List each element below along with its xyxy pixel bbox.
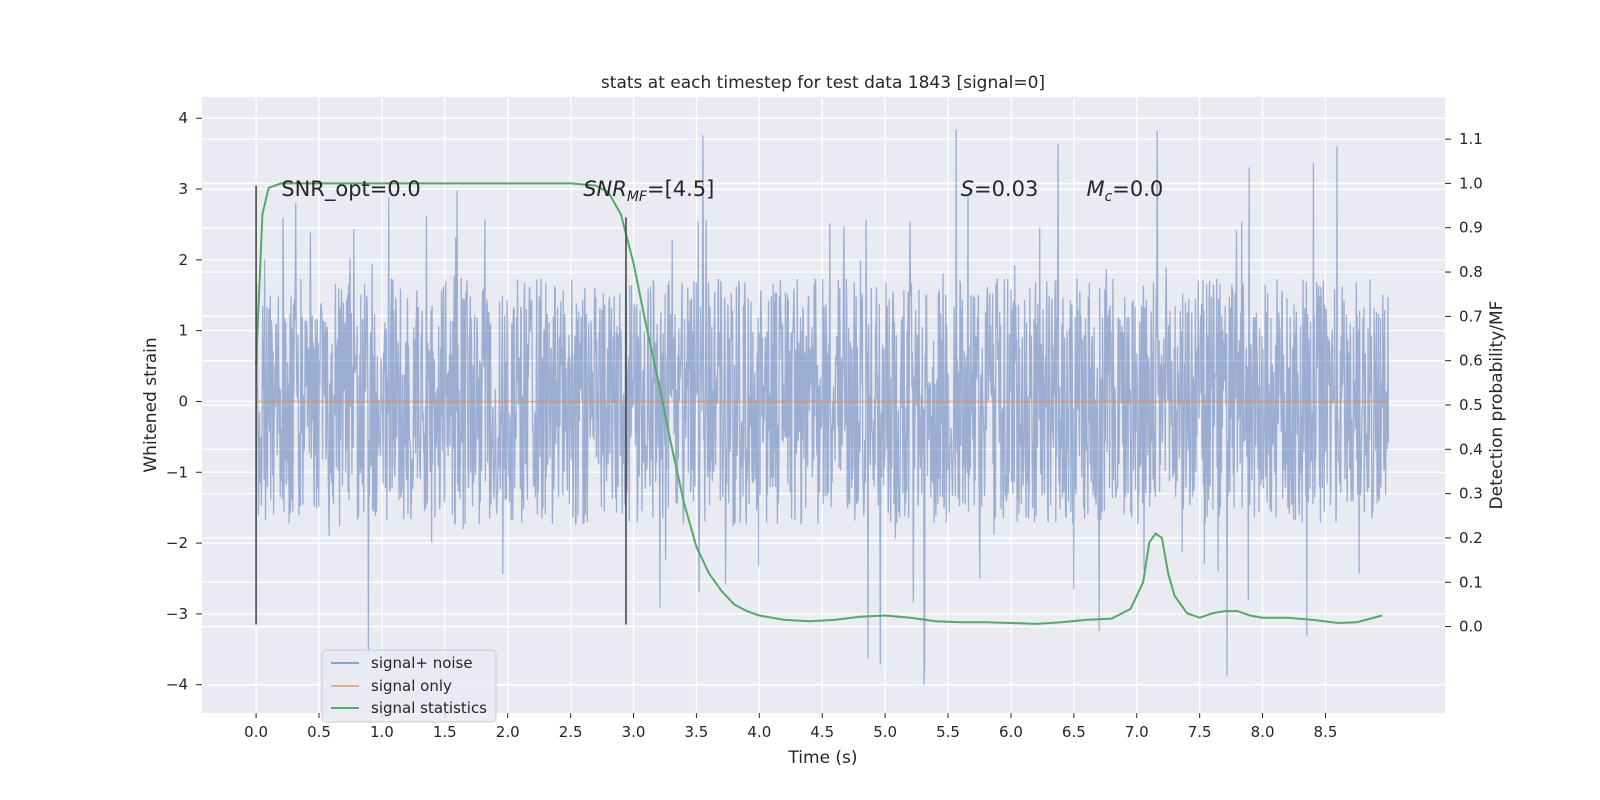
y-axis-right-label: Detection probability/MF [1487,301,1507,510]
annotation-2: S=0.03 [961,177,1039,201]
x-tick-label-0: 0.0 [244,723,268,741]
x-tick-label-10: 5.0 [873,723,897,741]
y-tick-label-4: 0 [178,392,188,410]
x-tick-label-6: 3.0 [622,723,646,741]
y-right-tick-label-3: 0.3 [1459,485,1483,503]
legend-label-signal-plus-noise: signal+ noise [371,654,473,672]
y-tick-label-7: 3 [178,180,188,198]
x-tick-label-4: 2.0 [496,723,520,741]
y-tick-label-1: −3 [166,605,188,623]
chart-title: stats at each timestep for test data 184… [601,73,1045,93]
series-layer [255,182,1389,625]
y-tick-label-5: 1 [178,322,188,340]
x-tick-label-14: 7.0 [1125,723,1149,741]
legend-label-signal-only: signal only [371,677,452,695]
y-right-tick-label-6: 0.6 [1459,352,1483,370]
y-tick-label-6: 2 [178,251,188,269]
signal-plus-noise-line [255,129,1390,685]
y-right-tick-label-11: 1.1 [1459,130,1483,148]
legend-label-signal-statistics: signal statistics [371,699,487,717]
y-tick-label-2: −2 [166,534,188,552]
x-tick-label-1: 0.5 [307,723,331,741]
y-right-tick-label-9: 0.9 [1459,219,1483,237]
x-tick-label-8: 4.0 [747,723,771,741]
y-right-tick-label-10: 1.0 [1459,174,1483,192]
y-right-tick-label-0: 0.0 [1459,618,1483,636]
x-tick-label-16: 8.0 [1251,723,1275,741]
x-tick-label-7: 3.5 [685,723,709,741]
x-tick-label-17: 8.5 [1314,723,1338,741]
y-right-tick-label-4: 0.4 [1459,440,1483,458]
vertical-markers [255,185,627,625]
y-tick-label-0: −4 [166,676,188,694]
annotation-1: SNRMF=[4.5] [583,177,714,205]
x-tick-label-12: 6.0 [999,723,1023,741]
y-axis-label: Whitened strain [141,337,161,472]
x-tick-label-11: 5.5 [936,723,960,741]
tick-labels: 0.0 0.5 1.0 1.5 2.0 2.5 3.0 3.5 4.0 4.5 5.0 5.5 6.0 6… [166,109,1483,741]
annotation-0: SNR_opt=0.0 [281,177,421,202]
series-signal-statistics-line [255,182,1383,625]
y-right-tick-label-8: 0.8 [1459,263,1483,281]
x-tick-label-5: 2.5 [559,723,583,741]
y-right-tick-label-1: 0.1 [1459,573,1483,591]
series-signal-plus-noise [255,129,1390,685]
x-tick-label-13: 6.5 [1062,723,1086,741]
y-tick-label-3: −1 [166,463,188,481]
x-tick-label-9: 4.5 [810,723,834,741]
legend: signal+ noise signal only signal statist… [321,649,497,723]
x-tick-label-2: 1.0 [370,723,394,741]
annotation-3: Mc=0.0 [1086,177,1163,205]
y-tick-label-8: 4 [178,109,188,127]
x-tick-label-15: 7.5 [1188,723,1212,741]
annotations: SNR_opt=0.0 SNRMF=[4.5] S=0.03 Mc=0.0 [281,177,1163,205]
x-tick-label-3: 1.5 [433,723,457,741]
y-right-tick-label-5: 0.5 [1459,396,1483,414]
x-axis-label: Time (s) [787,748,857,768]
legend-box [321,649,497,723]
y-right-tick-label-7: 0.7 [1459,307,1483,325]
y-right-tick-label-2: 0.2 [1459,529,1483,547]
